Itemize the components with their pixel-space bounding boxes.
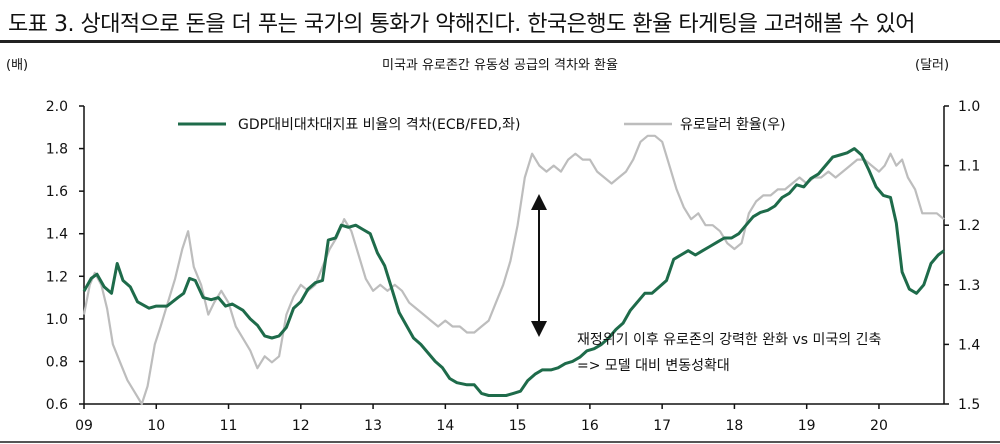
x-tick-label: 15 bbox=[509, 418, 527, 434]
x-tick-label: 11 bbox=[220, 418, 238, 434]
figure-header: 도표 3. 상대적으로 돈을 더 푸는 국가의 통화가 약해진다. 한국은행도 … bbox=[0, 0, 1000, 44]
left-axis-unit: (배) bbox=[6, 58, 28, 73]
left-tick-label: 1.8 bbox=[46, 142, 68, 158]
x-tick-label: 10 bbox=[147, 418, 165, 434]
left-axis-ticks: 0.6 0.8 1.0 1.2 1.4 1.6 1.8 2.0 bbox=[46, 99, 84, 413]
left-tick-label: 0.8 bbox=[46, 354, 68, 370]
figure-title: 도표 3. 상대적으로 돈을 더 푸는 국가의 통화가 약해진다. 한국은행도 … bbox=[8, 12, 916, 37]
double-arrow-annotation bbox=[531, 194, 547, 337]
left-tick-label: 2.0 bbox=[46, 99, 68, 115]
chart: 미국과 유로존간 유동성 공급의 격차와 환율 (배) (달러) 0.6 0.8 1… bbox=[6, 58, 980, 434]
left-tick-label: 1.4 bbox=[46, 227, 68, 243]
right-axis-unit: (달러) bbox=[915, 58, 949, 73]
left-tick-label: 1.2 bbox=[46, 269, 68, 285]
x-tick-label: 14 bbox=[436, 418, 454, 434]
bottom-rule bbox=[0, 441, 1000, 443]
right-axis-ticks: 1.0 1.1 1.2 1.3 1.4 1.5 bbox=[944, 99, 980, 413]
x-tick-label: 17 bbox=[653, 418, 671, 434]
x-tick-label: 09 bbox=[75, 418, 93, 434]
x-axis-ticks: 09 10 11 12 13 14 15 16 17 18 19 20 bbox=[75, 404, 888, 434]
right-tick-label: 1.1 bbox=[958, 159, 980, 175]
legend: GDP대비대차대지표 비율의 격차(ECB/FED,좌) 유로달러 환율(우) bbox=[178, 117, 786, 133]
x-tick-label: 19 bbox=[798, 418, 816, 434]
right-tick-label: 1.4 bbox=[958, 337, 980, 353]
left-tick-label: 0.6 bbox=[46, 397, 68, 413]
left-tick-label: 1.6 bbox=[46, 184, 68, 200]
arrow-head-down bbox=[531, 321, 547, 337]
header-rule bbox=[0, 40, 1000, 43]
right-tick-label: 1.0 bbox=[958, 99, 980, 115]
x-tick-label: 16 bbox=[581, 418, 599, 434]
right-tick-label: 1.5 bbox=[958, 397, 980, 413]
x-tick-label: 13 bbox=[364, 418, 382, 434]
annotation-line-1: 재정위기 이후 유로존의 강력한 완화 vs 미국의 긴축 bbox=[577, 332, 881, 348]
balance-sheet-gap-series-line bbox=[82, 147, 945, 397]
right-tick-label: 1.2 bbox=[958, 218, 980, 234]
x-tick-label: 18 bbox=[726, 418, 744, 434]
legend-label-gap: GDP대비대차대지표 비율의 격차(ECB/FED,좌) bbox=[238, 117, 520, 133]
left-tick-label: 1.0 bbox=[46, 312, 68, 328]
x-tick-label: 20 bbox=[870, 418, 888, 434]
arrow-head-up bbox=[531, 194, 547, 210]
right-tick-label: 1.3 bbox=[958, 278, 980, 294]
x-tick-label: 12 bbox=[292, 418, 310, 434]
chart-title: 미국과 유로존간 유동성 공급의 격차와 환율 bbox=[382, 58, 618, 73]
annotation-line-2: => 모델 대비 변동성확대 bbox=[577, 358, 730, 374]
legend-label-eurusd: 유로달러 환율(우) bbox=[680, 117, 786, 133]
